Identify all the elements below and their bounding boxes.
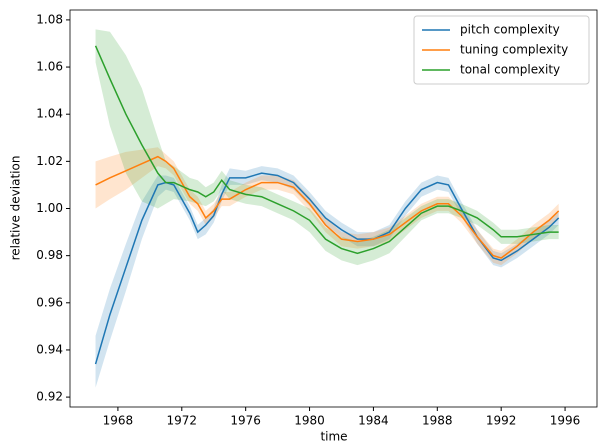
x-axis-label: time	[320, 430, 347, 444]
x-tick-label: 1976	[230, 414, 261, 428]
y-tick-label: 0.94	[36, 342, 63, 356]
y-tick-label: 0.96	[36, 295, 63, 309]
confidence-band	[95, 166, 559, 388]
x-tick-label: 1968	[103, 414, 134, 428]
x-tick-label: 1988	[422, 414, 453, 428]
y-tick-label: 1.08	[36, 12, 63, 26]
series-line	[95, 155, 560, 259]
x-tick-label: 1980	[294, 414, 325, 428]
y-tick-label: 1.02	[36, 154, 63, 168]
x-tick-label: 1992	[486, 414, 517, 428]
legend-label: tonal complexity	[460, 63, 560, 77]
y-tick-label: 0.98	[36, 248, 63, 262]
series-line	[94, 45, 559, 255]
x-tick-label: 1972	[167, 414, 198, 428]
y-tick-label: 0.92	[36, 390, 63, 404]
y-tick-label: 1.06	[36, 60, 63, 74]
legend-label: tuning complexity	[460, 43, 568, 57]
legend-label: pitch complexity	[460, 23, 560, 37]
y-tick-label: 1.04	[36, 107, 63, 121]
y-tick-label: 1.00	[36, 201, 63, 215]
x-tick-label: 1996	[550, 414, 581, 428]
x-tick-label: 1984	[358, 414, 389, 428]
y-axis-label: relative deviation	[9, 156, 23, 261]
legend-box	[413, 15, 590, 85]
